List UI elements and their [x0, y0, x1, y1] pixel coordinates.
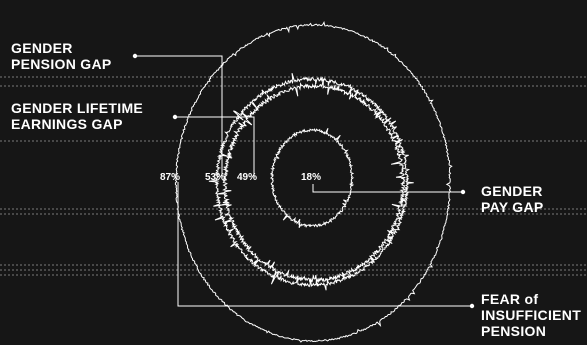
leader-pension-gap: [135, 55, 223, 178]
label-line: PENSION: [481, 323, 547, 339]
label-line: PAY GAP: [481, 199, 544, 215]
label-gender-lifetime-earnings-gap: GENDER LIFETIME EARNINGS GAP: [11, 100, 143, 132]
label-line: FEAR of: [481, 291, 539, 307]
label-line: EARNINGS GAP: [11, 116, 123, 132]
dot-pension-gap: [132, 53, 138, 59]
value-fear-of-insufficient-pension: 87%: [160, 172, 181, 183]
label-line: GENDER: [11, 40, 73, 56]
ring-fear-insufficient-pension: [174, 20, 453, 343]
label-fear-of-insufficient-pension: FEAR of INSUFFICIENT PENSION: [481, 291, 581, 339]
leader-dots: [132, 53, 475, 309]
guide-lines: [0, 76, 587, 276]
ring-gender-lifetime-earnings-gap: [217, 78, 406, 284]
value-gender-pay-gap: 18%: [301, 172, 322, 183]
leader-lines: [135, 55, 472, 307]
label-line: PENSION GAP: [11, 56, 112, 72]
dot-pay-gap: [460, 189, 466, 195]
leader-lifetime-gap: [175, 116, 255, 178]
dot-fear: [469, 303, 475, 309]
label-line: GENDER LIFETIME: [11, 100, 144, 116]
label-gender-pay-gap: GENDER PAY GAP: [481, 183, 544, 215]
value-gender-pension-gap: 53%: [205, 172, 226, 183]
leader-pay-gap: [312, 184, 463, 193]
value-gender-lifetime-earnings-gap: 49%: [237, 172, 258, 183]
label-line: GENDER: [481, 183, 543, 199]
ring-gender-pay-gap: [269, 127, 355, 229]
leader-fear: [177, 182, 472, 307]
label-line: INSUFFICIENT: [481, 307, 582, 323]
label-gender-pension-gap: GENDER PENSION GAP: [11, 40, 112, 72]
dot-lifetime-gap: [172, 114, 178, 120]
ring-gender-pension-gap: [208, 73, 414, 291]
